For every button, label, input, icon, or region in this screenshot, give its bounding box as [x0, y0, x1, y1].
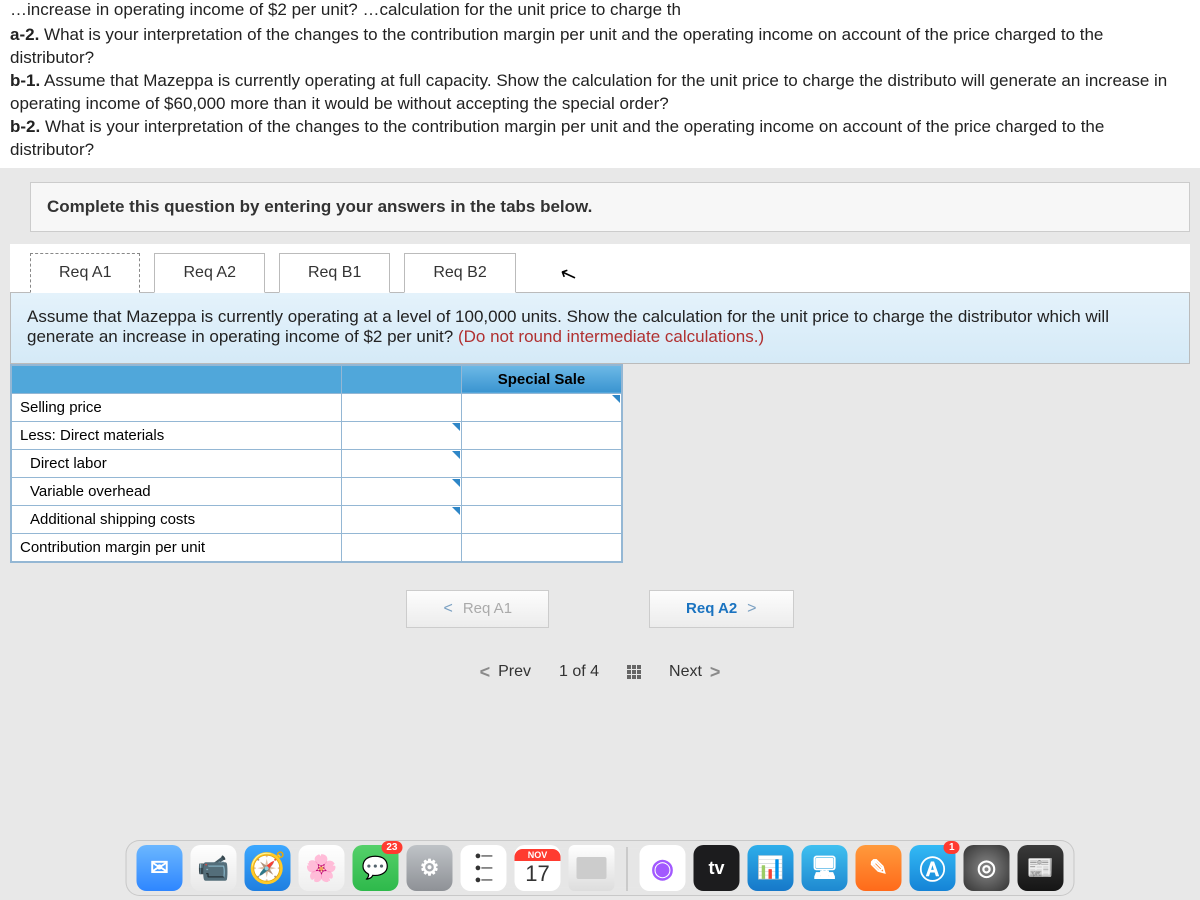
q-b1-text: Assume that Mazeppa is currently operati…: [10, 71, 1167, 113]
row-contribution-margin-label: Contribution margin per unit: [12, 533, 342, 561]
pager-next-button[interactable]: Next >: [669, 662, 720, 683]
safari-app-icon[interactable]: 🧭: [245, 845, 291, 891]
q-b2-text: What is your interpretation of the chang…: [10, 117, 1104, 159]
cell-expand-icon: [452, 451, 460, 459]
messages-app-icon[interactable]: 💬23: [353, 845, 399, 891]
chevron-left-icon: <: [480, 662, 491, 683]
q-b2-label: b-2.: [10, 117, 40, 136]
cell-expand-icon: [452, 479, 460, 487]
grid-view-icon[interactable]: [627, 665, 641, 679]
mail-app-icon[interactable]: ✉: [137, 845, 183, 891]
calendar-month: NOV: [515, 849, 561, 861]
pager-prev-button[interactable]: < Prev: [480, 662, 531, 683]
row-selling-price-col-b[interactable]: [462, 393, 622, 421]
panel-note: (Do not round intermediate calculations.…: [458, 327, 764, 346]
appstore-badge: 1: [944, 841, 960, 854]
appletv-label: tv: [708, 858, 724, 879]
dock-separator: [627, 847, 628, 891]
facetime-app-icon[interactable]: 📹: [191, 845, 237, 891]
tab-req-b1[interactable]: Req B1: [279, 253, 390, 293]
tab-panel: Assume that Mazeppa is currently operati…: [10, 292, 1190, 364]
instruction-banner: Complete this question by entering your …: [30, 182, 1190, 232]
tab-req-a1[interactable]: Req A1: [30, 253, 140, 293]
question-pager: < Prev 1 of 4 Next >: [0, 662, 1200, 683]
row-direct-labor-col-a[interactable]: [342, 449, 462, 477]
podcasts-app-icon[interactable]: ◉: [640, 845, 686, 891]
row-variable-overhead-label: Variable overhead: [12, 477, 342, 505]
row-direct-materials-label: Less: Direct materials: [12, 421, 342, 449]
partial-top-line: …increase in operating income of $2 per …: [0, 0, 1200, 24]
row-direct-labor-label: Direct labor: [12, 449, 342, 477]
row-contribution-margin-col-a[interactable]: [342, 533, 462, 561]
screen-sharing-app-icon[interactable]: 🖥: [802, 845, 848, 891]
tab-req-b2[interactable]: Req B2: [404, 253, 515, 293]
q-a2-label: a-2.: [10, 25, 39, 44]
chevron-left-icon: <: [443, 600, 452, 618]
row-shipping-costs-label: Additional shipping costs: [12, 505, 342, 533]
row-shipping-costs-col-b[interactable]: [462, 505, 622, 533]
prev-tab-button[interactable]: < Req A1: [406, 590, 549, 628]
tab-nav: < Req A1 Req A2 >: [0, 590, 1200, 628]
pencil-app-icon[interactable]: ✎: [856, 845, 902, 891]
chevron-right-icon: >: [747, 600, 756, 618]
row-variable-overhead-col-a[interactable]: [342, 477, 462, 505]
table-header-blank-2: [342, 365, 462, 393]
newspaper-app-icon[interactable]: 📰: [1018, 845, 1064, 891]
calendar-day: 17: [525, 861, 549, 887]
table-header-blank-1: [12, 365, 342, 393]
tab-req-a2[interactable]: Req A2: [154, 253, 264, 293]
appstore-app-icon[interactable]: Ⓐ1: [910, 845, 956, 891]
row-direct-materials-col-b[interactable]: [462, 421, 622, 449]
reminders-app-icon[interactable]: ●—●—●—: [461, 845, 507, 891]
tabs-container: Req A1 Req A2 Req B1 Req B2: [10, 244, 1190, 292]
q-b1-label: b-1.: [10, 71, 40, 90]
finder-app-icon[interactable]: [569, 845, 615, 891]
row-selling-price-label: Selling price: [12, 393, 342, 421]
cell-expand-icon: [452, 423, 460, 431]
calculation-table: Special Sale Selling price Less: Direct …: [10, 364, 623, 563]
row-variable-overhead-col-b[interactable]: [462, 477, 622, 505]
misc-app-icon[interactable]: ◎: [964, 845, 1010, 891]
row-selling-price-col-a[interactable]: [342, 393, 462, 421]
next-tab-label: Req A2: [686, 600, 737, 617]
stocks-app-icon[interactable]: 📊: [748, 845, 794, 891]
prev-tab-label: Req A1: [463, 600, 512, 617]
row-contribution-margin-col-b[interactable]: [462, 533, 622, 561]
calendar-app-icon[interactable]: NOV 17: [515, 845, 561, 891]
cell-expand-icon: [452, 507, 460, 515]
row-direct-materials-col-a[interactable]: [342, 421, 462, 449]
pager-position: 1 of 4: [559, 663, 599, 681]
pager-prev-label: Prev: [498, 663, 531, 681]
row-shipping-costs-col-a[interactable]: [342, 505, 462, 533]
appletv-app-icon[interactable]: tv: [694, 845, 740, 891]
messages-badge: 23: [381, 841, 402, 854]
next-tab-button[interactable]: Req A2 >: [649, 590, 793, 628]
macos-dock: ✉ 📹 🧭 🌸 💬23 ⚙ ●—●—●— NOV 17 ◉ tv 📊 🖥 ✎ Ⓐ…: [126, 840, 1075, 896]
cell-expand-icon: [612, 395, 620, 403]
photos-app-icon[interactable]: 🌸: [299, 845, 345, 891]
settings-app-icon[interactable]: ⚙: [407, 845, 453, 891]
row-direct-labor-col-b[interactable]: [462, 449, 622, 477]
table-header-special-sale: Special Sale: [462, 365, 622, 393]
pager-next-label: Next: [669, 663, 702, 681]
question-text-block: a-2. What is your interpretation of the …: [0, 24, 1200, 168]
q-a2-text: What is your interpretation of the chang…: [10, 25, 1103, 67]
chevron-right-icon: >: [710, 662, 721, 683]
